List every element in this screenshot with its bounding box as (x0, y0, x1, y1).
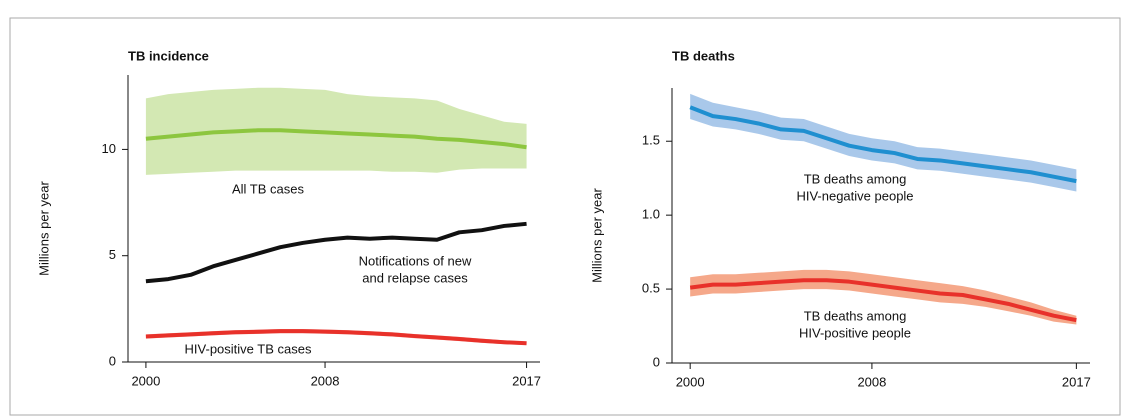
chart-title: TB deaths (672, 48, 735, 63)
x-tick-label: 2000 (131, 373, 160, 388)
y-tick-label: 0 (109, 353, 116, 368)
series-label: HIV-positive TB cases (185, 341, 312, 356)
y-axis-label: Millions per year (589, 188, 604, 283)
x-tick-label: 2017 (1062, 374, 1091, 389)
series-line (145, 329, 527, 346)
series-label: TB deaths among (804, 308, 907, 323)
uncertainty-band (690, 269, 1077, 325)
y-tick-label: 1.5 (642, 133, 660, 148)
y-tick-label: 0.5 (642, 281, 660, 296)
series-label: All TB cases (232, 181, 305, 196)
x-tick-label: 2008 (311, 373, 340, 388)
y-tick-label: 5 (109, 247, 116, 262)
y-axis-label: Millions per year (36, 181, 51, 276)
x-tick-label: 2008 (857, 374, 886, 389)
x-tick-label: 2017 (512, 373, 541, 388)
series-line (145, 221, 527, 284)
series-line (145, 128, 527, 150)
series-label: HIV-positive people (799, 325, 911, 340)
series-label: HIV-negative people (796, 188, 913, 203)
y-tick-label: 10 (102, 141, 116, 156)
x-tick-label: 2000 (676, 374, 705, 389)
y-tick-label: 0 (653, 354, 660, 369)
series-line (689, 105, 1077, 184)
chart-title: TB incidence (128, 48, 209, 63)
series-line (689, 278, 1077, 323)
series-label: and relapse cases (362, 270, 468, 285)
y-tick-label: 1.0 (642, 207, 660, 222)
frame (9, 17, 1121, 416)
series-label: TB deaths among (804, 171, 907, 186)
series-label: Notifications of new (359, 253, 472, 268)
